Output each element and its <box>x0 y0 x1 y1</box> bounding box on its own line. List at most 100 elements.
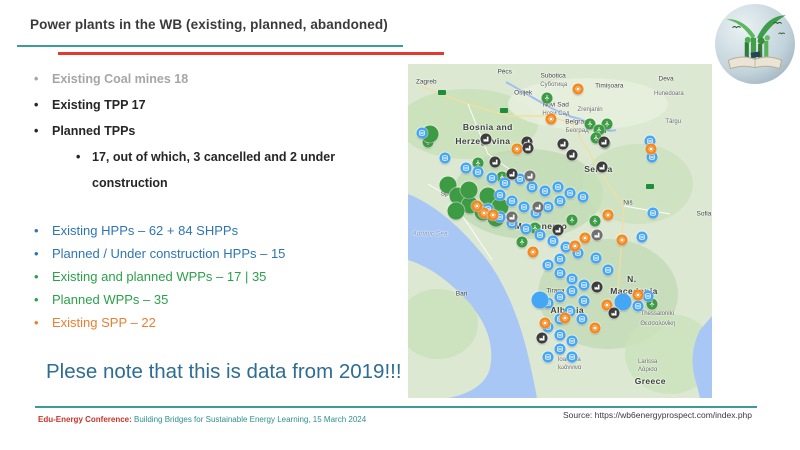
solar-plant-marker[interactable] <box>601 299 613 311</box>
wind-cluster-marker[interactable] <box>460 181 478 199</box>
thermal-plant-marker[interactable] <box>552 224 564 236</box>
hydro-plant-marker[interactable] <box>602 264 614 276</box>
solar-plant-marker[interactable] <box>559 312 571 324</box>
hydro-plant-marker[interactable] <box>506 195 518 207</box>
hydro-plant-marker[interactable] <box>526 181 538 193</box>
hydro-plant-marker[interactable] <box>644 135 656 147</box>
hydro-plant-marker[interactable] <box>518 201 530 213</box>
hydro-plant-marker[interactable] <box>554 329 566 341</box>
hydro-plant-marker[interactable] <box>547 235 559 247</box>
hydro-cluster-marker[interactable] <box>614 293 632 311</box>
solar-plant-marker[interactable] <box>511 143 523 155</box>
wind-plant-marker[interactable] <box>589 215 601 227</box>
solar-plant-marker[interactable] <box>645 143 657 155</box>
solar-plant-marker[interactable] <box>527 246 539 258</box>
hydro-plant-marker[interactable] <box>578 279 590 291</box>
hydro-plant-marker[interactable] <box>566 335 578 347</box>
hydro-plant-marker[interactable] <box>460 162 472 174</box>
hydro-plant-marker[interactable] <box>514 173 526 185</box>
hydro-plant-marker[interactable] <box>539 185 551 197</box>
thermal-plant-marker-gray[interactable] <box>506 211 518 223</box>
wind-cluster-marker[interactable] <box>447 202 465 220</box>
source-link[interactable]: Source: https://wb6energyprospect.com/in… <box>563 410 752 420</box>
hydro-plant-marker[interactable] <box>554 291 566 303</box>
bullet-existing-spp: Existing SPP – 22 <box>30 311 400 334</box>
thermal-plant-marker[interactable] <box>608 307 620 319</box>
wind-plant-marker[interactable] <box>601 118 613 130</box>
wind-plant-marker[interactable] <box>541 92 553 104</box>
hydro-plant-marker[interactable] <box>472 166 484 178</box>
wind-plant-marker[interactable] <box>584 118 596 130</box>
hydro-plant-marker[interactable] <box>632 300 644 312</box>
hydro-plant-marker[interactable] <box>534 229 546 241</box>
solar-plant-marker[interactable] <box>632 289 644 301</box>
wind-plant-marker[interactable] <box>646 298 658 310</box>
wind-plant-marker[interactable] <box>472 157 484 169</box>
hydro-plant-marker[interactable] <box>577 191 589 203</box>
wind-plant-marker[interactable] <box>593 124 605 136</box>
solar-plant-marker[interactable] <box>616 234 628 246</box>
thermal-plant-marker[interactable] <box>598 136 610 148</box>
hydro-plant-marker[interactable] <box>564 187 576 199</box>
wind-plant-marker[interactable] <box>590 132 602 144</box>
hydro-plant-marker[interactable] <box>520 223 532 235</box>
hydro-plant-marker[interactable] <box>566 273 578 285</box>
hydro-plant-marker[interactable] <box>647 207 659 219</box>
hydro-plant-marker[interactable] <box>494 211 506 223</box>
solar-plant-marker[interactable] <box>478 207 490 219</box>
wind-plant-marker[interactable] <box>566 214 578 226</box>
thermal-plant-marker[interactable] <box>596 161 608 173</box>
solar-plant-marker[interactable] <box>579 232 591 244</box>
hydro-plant-marker[interactable] <box>566 285 578 297</box>
solar-plant-marker[interactable] <box>471 200 483 212</box>
hydro-plant-marker[interactable] <box>439 152 451 164</box>
wind-plant-marker[interactable] <box>516 236 528 248</box>
thermal-plant-marker[interactable] <box>506 168 518 180</box>
hydro-plant-marker[interactable] <box>499 177 511 189</box>
bullet-planned-hpp: Planned / Under construction HPPs – 15 <box>30 242 400 265</box>
thermal-plant-marker[interactable] <box>522 142 534 154</box>
hydro-plant-marker[interactable] <box>590 252 602 264</box>
hydro-plant-marker[interactable] <box>486 172 498 184</box>
title-underline-teal <box>17 45 403 47</box>
hydro-plant-marker[interactable] <box>554 253 566 265</box>
hydro-cluster-marker[interactable] <box>531 291 549 309</box>
bullet-list-thermal: Existing Coal mines 18 Existing TPP 17 P… <box>30 66 390 196</box>
solar-plant-marker[interactable] <box>602 209 614 221</box>
hydro-plant-marker[interactable] <box>416 127 428 139</box>
thermal-plant-marker[interactable] <box>536 332 548 344</box>
thermal-plant-marker-gray[interactable] <box>524 170 536 182</box>
hydro-plant-marker[interactable] <box>554 343 566 355</box>
thermal-plant-marker[interactable] <box>566 149 578 161</box>
thermal-plant-marker[interactable] <box>557 138 569 150</box>
thermal-plant-marker[interactable] <box>591 281 603 293</box>
solar-plant-marker[interactable] <box>572 83 584 95</box>
hydro-plant-marker[interactable] <box>636 231 648 243</box>
conference-logo <box>714 3 796 85</box>
hydro-plant-marker[interactable] <box>560 241 572 253</box>
hydro-plant-marker[interactable] <box>494 189 506 201</box>
title-underline-red <box>58 52 444 55</box>
map[interactable]: Zagreb Pécs Osijek Subotica Суботица Timișoar… <box>408 64 712 398</box>
solar-plant-marker[interactable] <box>539 317 551 329</box>
hydro-plant-marker[interactable] <box>552 181 564 193</box>
solar-plant-marker[interactable] <box>487 209 499 221</box>
hydro-plant-marker[interactable] <box>576 313 588 325</box>
hydro-plant-marker[interactable] <box>542 201 554 213</box>
solar-plant-marker[interactable] <box>545 113 557 125</box>
hydro-plant-marker[interactable] <box>578 295 590 307</box>
hydro-plant-marker[interactable] <box>646 151 658 163</box>
hydro-plant-marker[interactable] <box>554 267 566 279</box>
hydro-plant-marker[interactable] <box>554 195 566 207</box>
solar-plant-marker[interactable] <box>569 240 581 252</box>
hydro-plant-marker[interactable] <box>642 290 654 302</box>
thermal-plant-marker-gray[interactable] <box>591 229 603 241</box>
wind-cluster-marker[interactable] <box>479 187 497 205</box>
thermal-plant-marker[interactable] <box>489 156 501 168</box>
hydro-plant-marker[interactable] <box>542 259 554 271</box>
hydro-plant-marker[interactable] <box>566 351 578 363</box>
solar-plant-marker[interactable] <box>589 322 601 334</box>
hydro-plant-marker[interactable] <box>542 351 554 363</box>
thermal-plant-marker[interactable] <box>480 133 492 145</box>
thermal-plant-marker-gray[interactable] <box>532 201 544 213</box>
